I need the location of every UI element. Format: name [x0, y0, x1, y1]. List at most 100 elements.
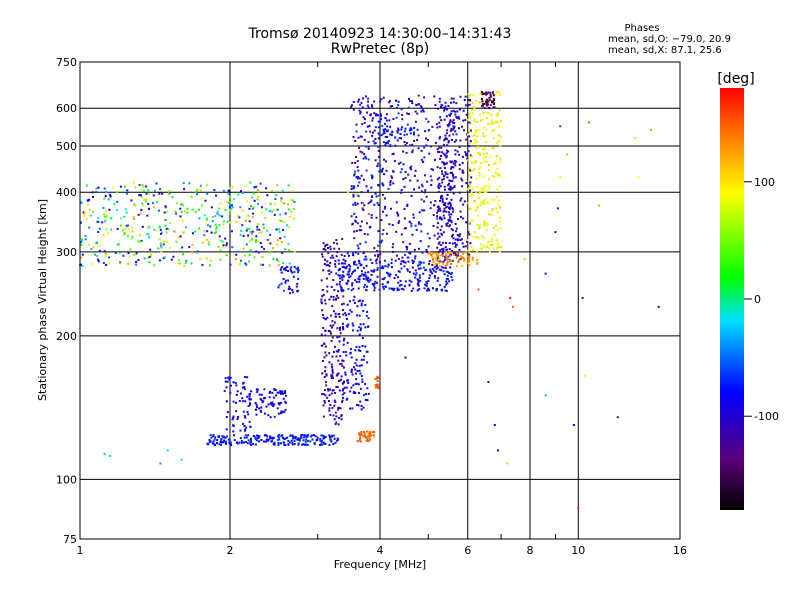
data-point — [105, 228, 108, 231]
data-point — [367, 141, 370, 144]
data-point — [434, 256, 437, 259]
data-point — [383, 173, 386, 176]
data-point — [428, 251, 431, 254]
data-point — [421, 251, 424, 254]
data-point — [80, 201, 83, 204]
data-point — [359, 225, 362, 228]
data-point — [356, 314, 359, 317]
data-point — [324, 244, 327, 247]
data-point — [249, 248, 252, 251]
data-point — [466, 104, 469, 107]
data-point — [127, 224, 130, 227]
data-point — [415, 103, 418, 106]
data-point — [270, 401, 273, 404]
data-point — [279, 237, 282, 240]
data-point — [334, 411, 337, 414]
data-point — [371, 195, 374, 198]
data-point — [337, 350, 340, 353]
data-point — [270, 436, 273, 439]
data-point — [487, 381, 490, 384]
data-point — [449, 272, 452, 275]
data-point — [370, 104, 373, 107]
data-point — [445, 255, 448, 258]
data-point — [486, 103, 489, 106]
data-point — [332, 443, 335, 446]
data-point — [482, 135, 485, 138]
data-point — [439, 228, 442, 231]
data-point — [357, 300, 360, 303]
data-point — [247, 439, 250, 442]
data-point — [367, 158, 370, 161]
data-point — [304, 440, 307, 443]
data-point — [191, 232, 194, 235]
data-point — [323, 356, 326, 359]
data-point — [277, 264, 280, 267]
data-point — [436, 252, 439, 255]
data-point — [306, 443, 309, 446]
data-point — [328, 394, 331, 397]
data-point — [229, 187, 232, 190]
data-point — [443, 174, 446, 177]
data-point — [258, 435, 261, 438]
data-point — [250, 390, 253, 393]
data-point — [352, 251, 355, 254]
data-point — [364, 345, 367, 348]
data-point — [288, 225, 291, 228]
data-point — [322, 441, 325, 444]
data-point — [444, 134, 447, 137]
data-point — [336, 386, 339, 389]
data-point — [379, 120, 382, 123]
data-point — [356, 244, 359, 247]
data-point — [471, 219, 474, 222]
data-point — [322, 293, 325, 296]
data-point — [324, 302, 327, 305]
data-point — [233, 198, 236, 201]
data-point — [488, 241, 491, 244]
data-point — [490, 198, 493, 201]
data-point — [496, 247, 499, 250]
data-point — [468, 115, 471, 118]
data-point — [451, 208, 454, 211]
data-point — [365, 169, 368, 172]
data-point — [491, 119, 494, 122]
data-point — [200, 197, 203, 200]
data-point — [81, 239, 84, 242]
data-point — [424, 130, 427, 133]
data-point — [331, 254, 334, 257]
data-point — [179, 215, 182, 218]
data-point — [377, 244, 380, 247]
data-point — [277, 228, 280, 231]
data-point — [366, 111, 369, 114]
data-point — [425, 282, 428, 285]
data-point — [466, 118, 469, 121]
x-axis-label: Frequency [MHz] — [334, 558, 426, 571]
data-point — [363, 266, 366, 269]
data-point — [147, 202, 150, 205]
data-point — [127, 252, 130, 255]
data-point — [379, 164, 382, 167]
data-point — [416, 283, 419, 286]
data-point — [488, 213, 491, 216]
data-point — [208, 441, 211, 444]
data-point — [245, 243, 248, 246]
data-point — [469, 207, 472, 210]
data-point — [446, 193, 449, 196]
data-point — [281, 392, 284, 395]
data-point — [439, 154, 442, 157]
data-point — [476, 120, 479, 123]
data-point — [378, 170, 381, 173]
data-point — [459, 239, 462, 242]
data-point — [220, 437, 223, 440]
data-point — [388, 275, 391, 278]
data-point — [414, 169, 417, 172]
data-point — [497, 173, 500, 176]
data-point — [218, 443, 221, 446]
data-point — [431, 125, 434, 128]
data-point — [266, 439, 269, 442]
data-point — [506, 462, 509, 465]
data-point — [119, 217, 122, 220]
data-point — [278, 403, 281, 406]
data-point — [268, 392, 271, 395]
data-point — [447, 125, 450, 128]
data-point — [427, 129, 430, 132]
